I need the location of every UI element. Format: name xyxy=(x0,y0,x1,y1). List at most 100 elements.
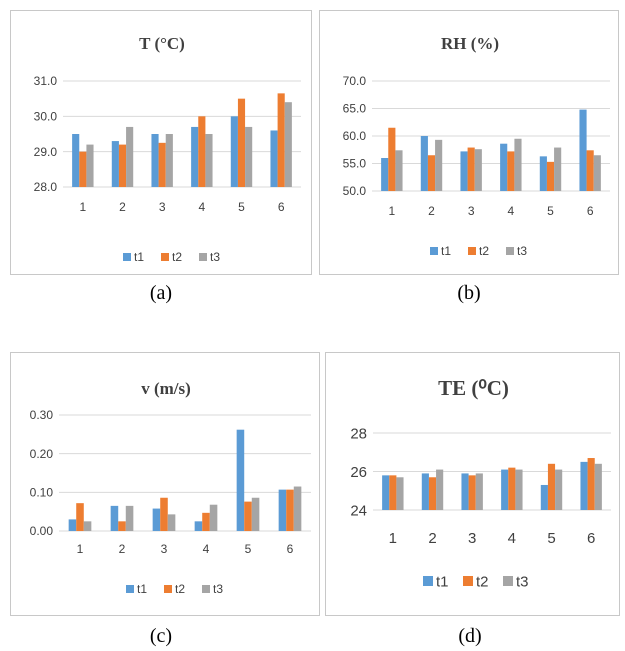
bar-t3-4 xyxy=(514,138,522,191)
caption-c: (c) xyxy=(149,625,173,647)
bar-t3-2 xyxy=(125,505,134,531)
x-tick-label: 4 xyxy=(203,542,210,556)
legend-swatch-t2 xyxy=(463,576,473,586)
chart-d: TE (⁰C) 24 26 28 1 2 3 4 5 6 t1 t2 t3 xyxy=(350,376,611,590)
bar-t2-4 xyxy=(507,151,515,191)
bar-t1-4 xyxy=(194,521,203,531)
bar-t3-2 xyxy=(126,126,134,187)
legend-label-t3: t3 xyxy=(213,582,223,596)
bar-t3-5 xyxy=(245,126,253,187)
bar-t2-6 xyxy=(587,458,595,510)
bar-t2-4 xyxy=(202,512,210,531)
chart-panel-b: RH (%) 50.0 55.0 60.0 65.0 70.0 1 2 3 4 5 6 t1 t2 t3 xyxy=(319,10,619,275)
bar-t1-2 xyxy=(111,141,119,187)
bar-t1-2 xyxy=(421,473,429,510)
bar-t2-6 xyxy=(586,150,594,191)
bar-t3-6 xyxy=(284,102,292,187)
bar-t2-2 xyxy=(118,521,126,531)
bar-t2-3 xyxy=(468,475,476,510)
y-tick-label: 29.0 xyxy=(34,145,58,159)
y-tick-label: 28.0 xyxy=(34,180,58,194)
bar-t2-3 xyxy=(467,147,475,191)
y-tick-label: 26 xyxy=(350,464,367,481)
chart-title: RH (%) xyxy=(441,34,499,53)
bar-t3-3 xyxy=(165,134,173,187)
x-tick-label: 4 xyxy=(198,200,205,214)
legend-swatch-t3 xyxy=(506,247,514,255)
bar-t1-4 xyxy=(191,126,199,187)
bar-t2-1 xyxy=(388,127,396,191)
x-tick-label: 5 xyxy=(238,200,245,214)
legend-label-t2: t2 xyxy=(479,244,489,258)
y-tick-label: 0.30 xyxy=(30,408,54,422)
x-tick-label: 3 xyxy=(161,542,168,556)
x-tick-label: 1 xyxy=(77,542,84,556)
legend-label-t1: t1 xyxy=(441,244,451,258)
bar-t3-6 xyxy=(593,155,601,191)
x-tick-label: 1 xyxy=(389,530,397,547)
x-tick-label: 6 xyxy=(587,530,595,547)
legend-label-t1: t1 xyxy=(134,250,144,264)
x-tick-label: 5 xyxy=(547,204,554,218)
legend-label-t1: t1 xyxy=(436,573,449,590)
legend-swatch-t3 xyxy=(503,576,513,586)
bar-t2-2 xyxy=(428,477,437,510)
y-tick-label: 50.0 xyxy=(343,184,367,198)
x-tick-label: 6 xyxy=(587,204,594,218)
y-tick-label: 24 xyxy=(350,502,367,519)
x-tick-label: 4 xyxy=(507,204,514,218)
bar-t1-1 xyxy=(72,134,80,187)
bar-t1-5 xyxy=(236,429,245,531)
legend-label-t3: t3 xyxy=(517,244,527,258)
x-tick-label: 5 xyxy=(245,542,252,556)
bar-t3-6 xyxy=(594,463,602,510)
bar-t2-3 xyxy=(160,497,168,531)
x-tick-label: 6 xyxy=(287,542,294,556)
legend-swatch-t1 xyxy=(126,585,134,593)
legend-swatch-t3 xyxy=(199,253,207,261)
bar-t1-3 xyxy=(460,151,468,191)
bar-t3-2 xyxy=(436,469,444,510)
bar-t3-5 xyxy=(251,497,260,531)
x-tick-label: 1 xyxy=(388,204,395,218)
x-tick-label: 1 xyxy=(79,200,86,214)
legend-label-t1: t1 xyxy=(137,582,147,596)
y-tick-label: 30.0 xyxy=(34,110,58,124)
bar-t2-6 xyxy=(277,93,285,187)
y-tick-label: 0.20 xyxy=(30,447,54,461)
legend-swatch-t3 xyxy=(202,585,210,593)
bar-t3-1 xyxy=(86,144,94,187)
legend-label-t3: t3 xyxy=(516,573,529,590)
y-tick-label: 60.0 xyxy=(343,129,367,143)
bar-t3-3 xyxy=(167,514,176,531)
y-tick-label: 70.0 xyxy=(343,74,367,88)
x-tick-label: 4 xyxy=(508,530,516,547)
x-tick-label: 2 xyxy=(428,204,435,218)
x-tick-label: 2 xyxy=(428,530,436,547)
y-tick-label: 0.10 xyxy=(30,486,54,500)
x-tick-label: 2 xyxy=(119,542,126,556)
bar-t1-1 xyxy=(68,519,77,531)
bar-t2-1 xyxy=(76,503,84,531)
bar-t1-2 xyxy=(110,505,119,531)
bar-t1-3 xyxy=(152,508,161,531)
y-tick-label: 0.00 xyxy=(30,524,54,538)
bar-t1-1 xyxy=(382,475,390,510)
y-tick-label: 65.0 xyxy=(343,102,367,116)
bar-t1-6 xyxy=(270,130,278,187)
bar-t1-6 xyxy=(579,109,587,191)
legend-swatch-t1 xyxy=(423,576,433,586)
bar-t2-2 xyxy=(427,155,436,191)
legend-label-t2: t2 xyxy=(172,250,182,264)
bar-t2-3 xyxy=(158,142,166,187)
legend-swatch-t2 xyxy=(161,253,169,261)
bar-t2-5 xyxy=(546,161,555,191)
bar-t3-4 xyxy=(515,469,523,510)
bar-t3-1 xyxy=(396,477,404,510)
bar-t1-4 xyxy=(501,469,509,510)
bar-t1-2 xyxy=(420,136,428,191)
bar-t2-4 xyxy=(508,467,516,510)
legend-swatch-t1 xyxy=(123,253,131,261)
bar-t3-2 xyxy=(435,139,443,191)
bar-t3-3 xyxy=(475,473,483,510)
